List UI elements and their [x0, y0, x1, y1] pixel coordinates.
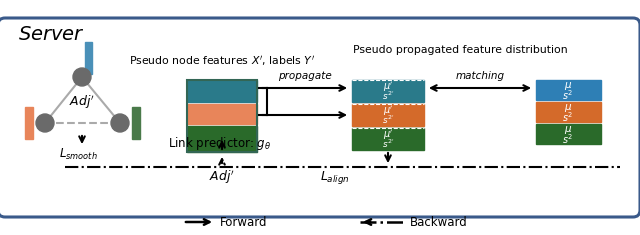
- FancyBboxPatch shape: [0, 18, 640, 217]
- Text: Forward: Forward: [220, 215, 268, 228]
- Bar: [85, 42, 92, 74]
- Bar: [187, 80, 257, 152]
- Text: Pseudo propagated feature distribution: Pseudo propagated feature distribution: [353, 45, 567, 55]
- Text: $\mu$: $\mu$: [564, 102, 572, 114]
- Bar: [536, 80, 601, 100]
- Bar: [536, 124, 601, 144]
- Text: $s^{2'}$: $s^{2'}$: [382, 114, 394, 126]
- Bar: [187, 80, 257, 102]
- Bar: [352, 128, 424, 150]
- Text: matching: matching: [456, 71, 504, 81]
- Bar: [25, 107, 33, 139]
- Bar: [352, 104, 424, 126]
- Circle shape: [36, 114, 54, 132]
- Text: $\mu$: $\mu$: [564, 124, 572, 136]
- Text: $L_{smooth}$: $L_{smooth}$: [59, 146, 97, 161]
- Text: $s^{2}$: $s^{2}$: [563, 110, 573, 124]
- Circle shape: [73, 68, 91, 86]
- Text: $L_{align}$: $L_{align}$: [320, 168, 350, 185]
- Text: $s^{2'}$: $s^{2'}$: [382, 138, 394, 150]
- Bar: [132, 107, 140, 139]
- Text: Link predictor: $g_\theta$: Link predictor: $g_\theta$: [168, 136, 271, 153]
- Text: Backward: Backward: [410, 215, 468, 228]
- Text: $\mu$: $\mu$: [564, 80, 572, 92]
- Bar: [536, 102, 601, 122]
- Text: propagate: propagate: [278, 71, 332, 81]
- Text: $\it{Server}$: $\it{Server}$: [18, 26, 85, 44]
- Text: $Adj'$: $Adj'$: [209, 168, 235, 186]
- Text: $s^{2'}$: $s^{2'}$: [382, 90, 394, 102]
- Text: $\mu'$: $\mu'$: [383, 128, 394, 142]
- Bar: [187, 104, 257, 124]
- Text: $\mu'$: $\mu'$: [383, 80, 394, 94]
- Text: $s^{2}$: $s^{2}$: [563, 132, 573, 146]
- Bar: [187, 126, 257, 152]
- Text: Pseudo node features $X'$, labels $Y'$: Pseudo node features $X'$, labels $Y'$: [129, 54, 315, 68]
- Circle shape: [111, 114, 129, 132]
- Text: $s^{2}$: $s^{2}$: [563, 88, 573, 102]
- Text: $Adj'$: $Adj'$: [69, 93, 95, 111]
- Bar: [352, 80, 424, 102]
- Text: $\mu'$: $\mu'$: [383, 104, 394, 118]
